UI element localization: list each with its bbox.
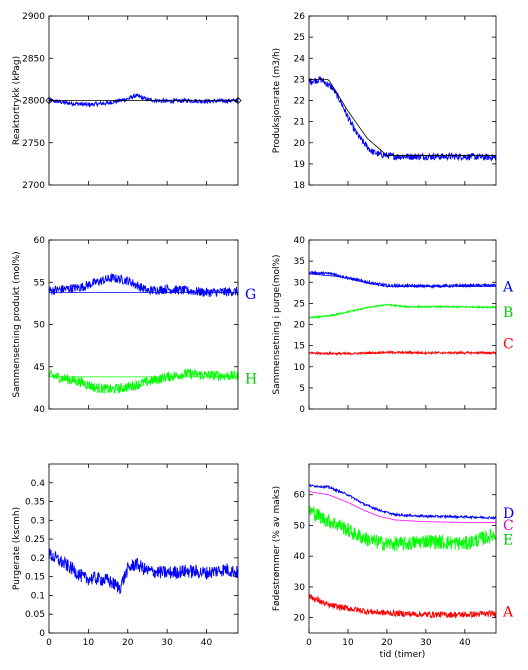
y-tick-label: 26 <box>294 12 306 22</box>
series-line-3 <box>48 368 239 394</box>
y-tick-label: 0 <box>39 629 45 639</box>
y-tick-label: 19 <box>294 160 306 170</box>
x-axis-label: tid (timer) <box>380 650 426 660</box>
chart-2: 18 19 20 21 22 23 24 25 26 Produksjonsrate (m3/h) <box>272 12 497 191</box>
series-label: A <box>502 604 514 620</box>
series-label: B <box>503 305 513 321</box>
plot-frame <box>48 239 239 410</box>
y-axis-label: Produksjonsrate (m3/h) <box>272 48 282 153</box>
series-line-4 <box>308 349 497 357</box>
y-tick-label: 20 <box>294 321 306 331</box>
series-label: E <box>503 532 513 548</box>
y-tick-label: 25 <box>294 299 305 309</box>
y-tick-label: 60 <box>34 236 46 246</box>
y-tick-label: 18 <box>294 181 306 191</box>
series-label: C <box>503 518 514 534</box>
series-line-1 <box>308 483 497 520</box>
y-tick-label: 50 <box>294 521 306 531</box>
y-tick-label: 2900 <box>22 12 45 22</box>
series-line-1 <box>48 92 239 108</box>
y-tick-label: 55 <box>34 278 45 288</box>
y-tick-label: 30 <box>294 583 306 593</box>
y-tick-label: 2700 <box>22 181 45 191</box>
series-label: D <box>503 506 514 522</box>
series-label: G <box>245 287 256 303</box>
x-tick-label: 0 <box>46 638 52 648</box>
y-tick-label: 2750 <box>22 139 45 149</box>
y-tick-label: 40 <box>34 405 46 415</box>
y-tick-label: 0.05 <box>25 610 45 620</box>
y-tick-label: 25 <box>294 33 305 43</box>
series-line-1 <box>48 272 239 298</box>
y-tick-label: 40 <box>294 236 306 246</box>
diamond-marker <box>45 96 53 105</box>
x-tick-label: 10 <box>342 638 354 648</box>
series-line-1 <box>48 548 239 595</box>
y-tick-label: 2800 <box>22 97 45 107</box>
y-tick-label: 0.25 <box>25 535 45 545</box>
plot-frame <box>308 15 497 186</box>
y-axis-label: Fødestrømmer (% av maks) <box>272 486 282 611</box>
x-tick-label: 30 <box>161 638 173 648</box>
y-tick-label: 2850 <box>22 54 45 64</box>
y-axis-label: Sammensetning i purge(mol%) <box>272 254 282 394</box>
plot-frame <box>48 463 239 634</box>
y-tick-label: 10 <box>294 363 306 373</box>
y-tick-label: 60 <box>294 491 306 501</box>
plot-area <box>49 464 238 633</box>
y-tick-label: 40 <box>294 552 306 562</box>
series-line-3 <box>308 303 497 320</box>
y-tick-label: 20 <box>294 614 306 624</box>
y-tick-label: 15 <box>294 342 305 352</box>
plot-area <box>309 240 496 409</box>
y-tick-label: 0 <box>299 405 305 415</box>
series-line-2 <box>308 491 496 523</box>
y-tick-label: 0.1 <box>31 591 45 601</box>
series-label: A <box>502 279 514 295</box>
chart-3: 40 45 50 55 60 Sammensetning produkt (mol%) G H <box>12 236 257 415</box>
y-tick-label: 5 <box>299 384 305 394</box>
x-tick-label: 0 <box>306 638 312 648</box>
y-tick-label: 0.3 <box>31 516 45 526</box>
series-line-4 <box>308 594 497 620</box>
y-tick-label: 23 <box>294 75 305 85</box>
plot-frame <box>48 15 239 186</box>
y-axis-label: Purgerate (kscmh) <box>12 507 22 590</box>
series-line-3 <box>308 505 497 552</box>
y-axis-label: Reaktortrykk (kPag) <box>12 56 22 145</box>
x-tick-label: 10 <box>83 638 95 648</box>
y-tick-label: 20 <box>294 139 306 149</box>
y-tick-label: 0.4 <box>31 479 46 489</box>
plot-area <box>309 16 496 185</box>
series-line-2 <box>309 78 496 156</box>
plot-frame <box>308 239 497 410</box>
x-tick-label: 20 <box>381 638 393 648</box>
chart-4: 0 5 10 15 20 25 30 35 40 Sammensetning i purge(mo… <box>272 236 514 415</box>
plot-frame <box>308 463 497 634</box>
diamond-marker <box>234 96 242 105</box>
y-tick-label: 0.2 <box>31 554 45 564</box>
x-tick-label: 30 <box>420 638 432 648</box>
y-axis-label: Sammensetning produkt (mol%) <box>12 251 22 397</box>
x-tick-label: 40 <box>459 638 471 648</box>
x-tick-label: 40 <box>201 638 213 648</box>
series-line-1 <box>308 270 497 290</box>
series-line-2 <box>308 273 496 287</box>
y-tick-label: 24 <box>294 54 306 64</box>
series-label: C <box>503 337 514 353</box>
y-tick-label: 50 <box>34 321 46 331</box>
chart-1: 2700 2750 2800 2850 2900 Reaktortrykk (kPag) <box>12 12 242 191</box>
y-tick-label: 30 <box>294 278 306 288</box>
y-tick-label: 0.15 <box>25 573 45 583</box>
y-tick-label: 45 <box>34 363 45 373</box>
x-tick-label: 20 <box>122 638 134 648</box>
series-label: H <box>245 372 257 388</box>
y-tick-label: 22 <box>294 97 305 107</box>
chart-5: 0 0.05 0.1 0.15 0.2 0.25 0.3 0.35 0.4 0 10 20 30 40 Pu… <box>12 463 239 648</box>
y-tick-label: 0.35 <box>25 498 45 508</box>
y-tick-label: 35 <box>294 257 305 267</box>
chart-6: 20 30 40 50 60 0 10 20 30 40 Fødestrømmer (% av ma… <box>272 463 514 660</box>
y-tick-label: 21 <box>294 118 305 128</box>
